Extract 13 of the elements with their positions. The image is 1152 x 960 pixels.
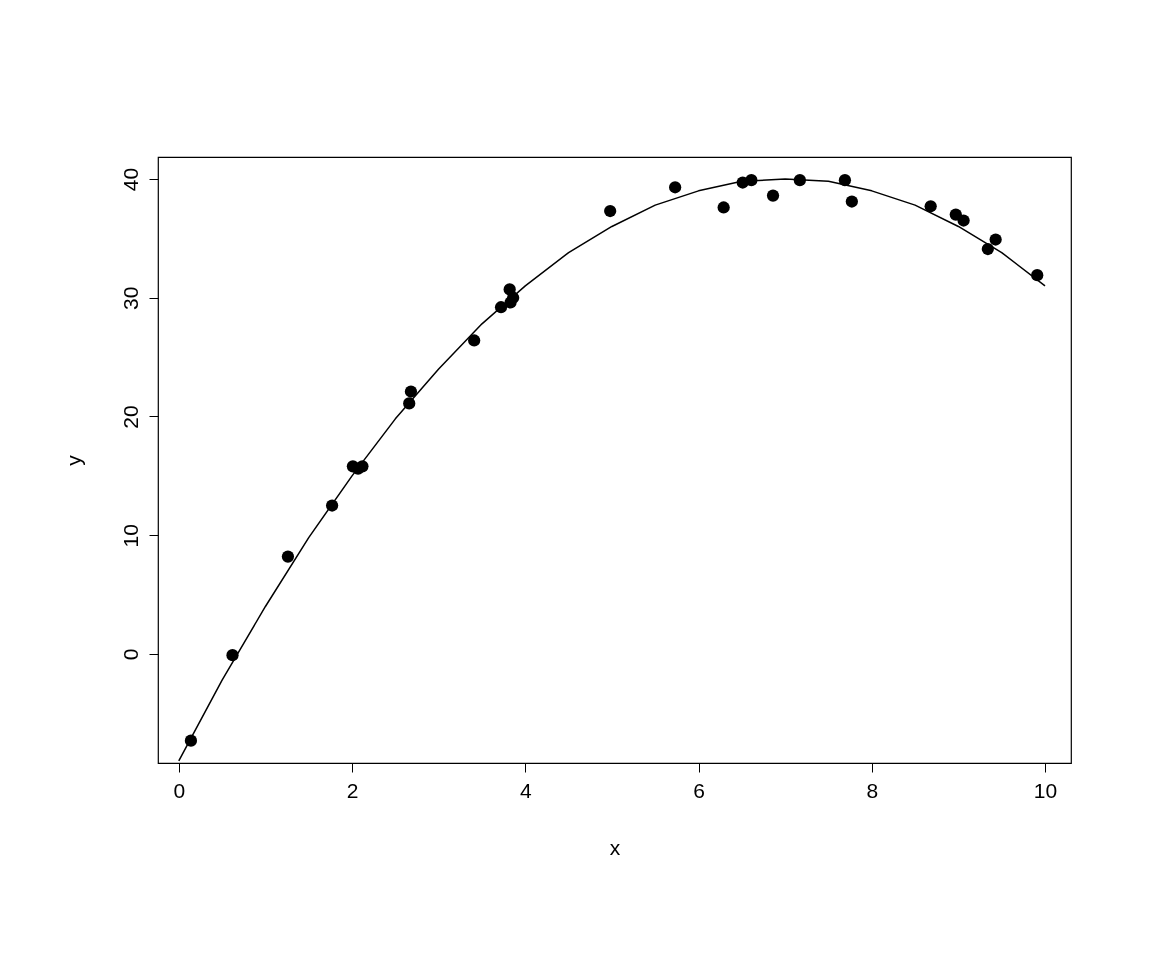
- x-tick-label: 2: [346, 778, 359, 802]
- y-tick-label: 40: [118, 167, 142, 192]
- y-tick-label: 10: [118, 524, 142, 548]
- x-axis-title: x: [609, 835, 621, 859]
- x-tick-label: 6: [693, 778, 705, 802]
- x-tick-label: 10: [1033, 778, 1058, 802]
- x-tick-label: 0: [173, 778, 186, 802]
- x-tick-label: 8: [866, 778, 879, 802]
- y-tick-label: 0: [118, 648, 142, 661]
- y-tick-label: 20: [118, 405, 142, 429]
- x-tick-label: 4: [519, 778, 532, 802]
- y-axis-title: y: [61, 454, 85, 466]
- y-tick-label: 30: [118, 286, 142, 310]
